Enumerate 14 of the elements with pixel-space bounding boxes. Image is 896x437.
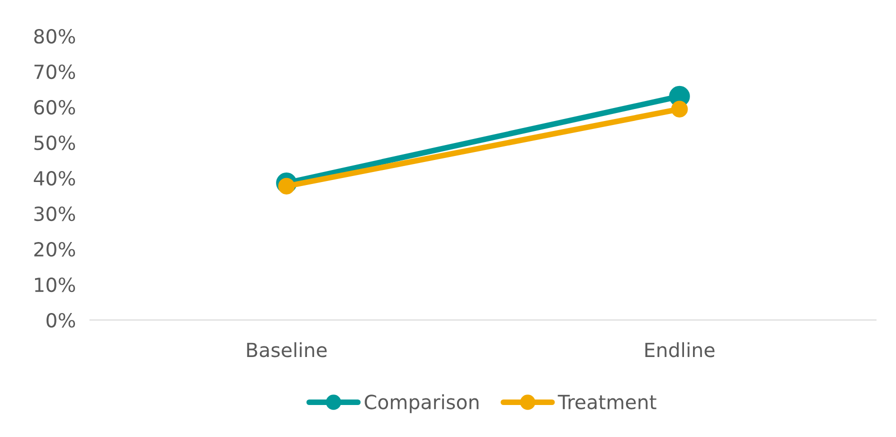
- point: [671, 100, 688, 118]
- x-tick-label: Baseline: [247, 342, 327, 358]
- legend-label: Comparison: [364, 394, 478, 414]
- x-tick-label: Endline: [645, 342, 714, 358]
- y-tick-label: 40%: [34, 170, 76, 186]
- y-tick-label: 20%: [34, 242, 76, 257]
- y-tick-label: 80%: [34, 28, 76, 44]
- y-tick-label: 10%: [35, 277, 76, 292]
- y-tick-label: 0%: [46, 312, 76, 328]
- y-tick-label: 50%: [34, 135, 76, 150]
- legend-label: Treatment: [558, 394, 656, 410]
- y-tick-label: 70%: [34, 64, 76, 80]
- y-tick-label: 30%: [34, 206, 76, 222]
- y-tick-label: 60%: [34, 100, 76, 115]
